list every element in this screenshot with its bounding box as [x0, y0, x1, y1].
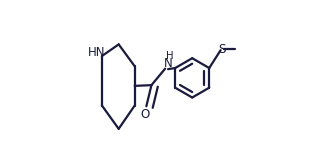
Text: HN: HN: [88, 46, 105, 59]
Text: N: N: [164, 57, 172, 70]
Text: O: O: [140, 108, 149, 121]
Text: H: H: [166, 51, 173, 61]
Text: S: S: [218, 43, 226, 56]
